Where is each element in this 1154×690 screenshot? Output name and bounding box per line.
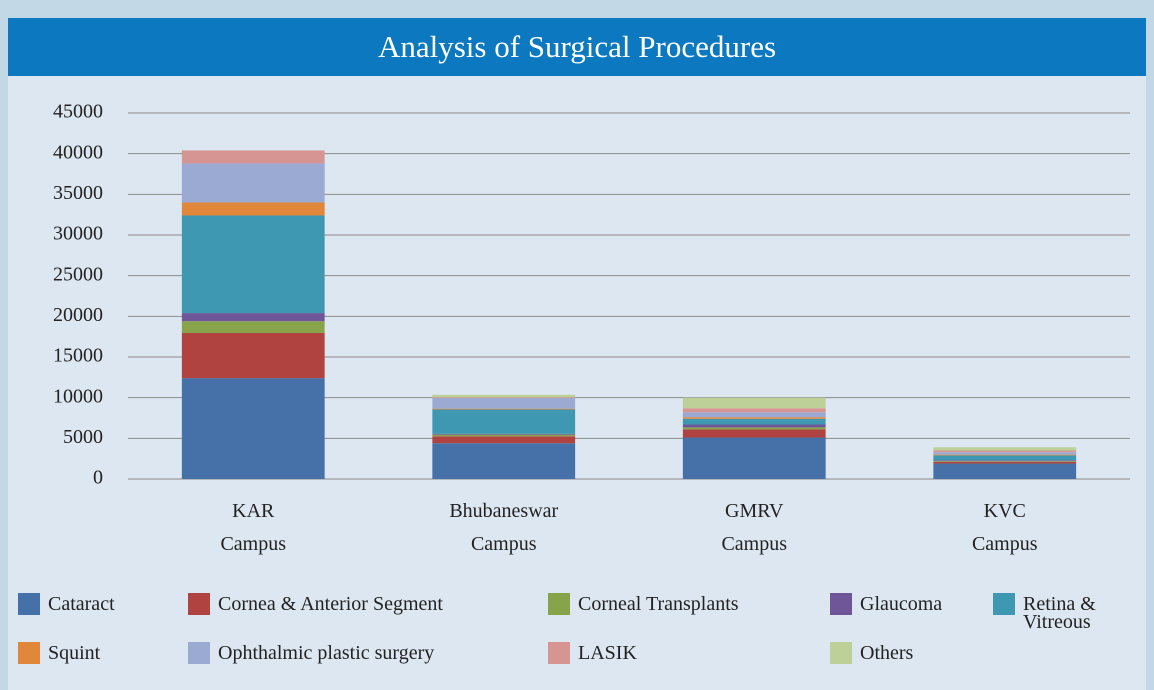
x-tick-label: KAR Campus <box>220 500 286 555</box>
legend-label: Glaucoma <box>860 593 943 615</box>
bar-segment <box>682 424 826 428</box>
bar-segment <box>682 408 826 413</box>
y-tick-label: 20000 <box>53 304 103 326</box>
y-tick-label: 35000 <box>53 182 103 204</box>
bar-segment <box>682 397 826 409</box>
y-tick-label: 40000 <box>53 141 103 163</box>
bar-segment <box>682 437 826 479</box>
legend-swatch <box>188 642 210 664</box>
legend-item: Retina & Vitreous <box>993 593 1128 633</box>
bar-segment <box>181 313 325 322</box>
legend-label: LASIK <box>578 642 637 664</box>
legend-label: Cornea & Anterior Segment <box>218 593 443 615</box>
title-bar: Analysis of Surgical Procedures <box>8 18 1146 76</box>
legend-item: Cataract <box>18 593 115 615</box>
legend-item: Corneal Transplants <box>548 593 739 615</box>
bar-segment <box>181 378 325 479</box>
legend-swatch <box>830 642 852 664</box>
bar-segment <box>181 215 325 314</box>
x-tick-label: KVC Campus <box>972 500 1038 555</box>
bar-segment <box>682 429 826 438</box>
y-tick-label: 0 <box>93 467 103 489</box>
legend-label: Retina & Vitreous <box>1023 593 1096 633</box>
legend-swatch <box>830 593 852 615</box>
bar-segment <box>432 408 576 410</box>
bar-segment <box>933 450 1077 453</box>
bar-segment <box>181 163 325 203</box>
bar-segment <box>432 433 576 435</box>
legend-item: Squint <box>18 642 100 664</box>
bar-segment <box>682 417 826 419</box>
bar-segment <box>181 202 325 216</box>
bar-segment <box>933 454 1077 456</box>
bar-segment <box>181 333 325 379</box>
bar-segment <box>682 418 826 425</box>
legend-swatch <box>548 593 570 615</box>
bar-segment <box>682 427 826 430</box>
y-tick-label: 10000 <box>53 385 103 407</box>
bar-segment <box>933 461 1077 462</box>
bar-segment <box>933 460 1077 462</box>
bar-segment <box>432 394 576 398</box>
legend-swatch <box>993 593 1015 615</box>
legend-label: Corneal Transplants <box>578 593 739 615</box>
bar-segment <box>432 434 576 437</box>
bar-segment <box>181 321 325 334</box>
bar-segment <box>432 409 576 434</box>
y-tick-label: 15000 <box>53 345 103 367</box>
legend-label: Others <box>860 642 914 664</box>
bar-segment <box>933 455 1077 461</box>
bar-segment <box>181 150 325 164</box>
legend-item: Ophthalmic plastic surgery <box>188 642 434 664</box>
y-tick-label: 45000 <box>53 101 103 123</box>
bar-segment <box>432 398 576 409</box>
legend-swatch <box>18 642 40 664</box>
chart-title: Analysis of Surgical Procedures <box>377 29 777 64</box>
x-tick-label: GMRV Campus <box>721 500 787 555</box>
y-tick-label: 30000 <box>53 223 103 245</box>
legend-label: Cataract <box>48 593 115 615</box>
y-tick-label: 5000 <box>63 426 103 448</box>
legend-item: Cornea & Anterior Segment <box>188 593 443 615</box>
legend-label: Squint <box>48 642 101 664</box>
bar-segment <box>933 463 1077 479</box>
bar-segment <box>933 452 1077 455</box>
bar-segment <box>432 443 576 479</box>
legend-item: LASIK <box>548 642 637 664</box>
legend-item: Glaucoma <box>830 593 942 615</box>
legend-label: Ophthalmic plastic surgery <box>218 642 435 664</box>
bar-segment <box>933 447 1077 451</box>
bar-segment <box>682 412 826 418</box>
x-tick-label: Bhubaneswar Campus <box>449 500 558 555</box>
bar-segment <box>933 461 1077 464</box>
legend-item: Others <box>830 642 913 664</box>
legend-swatch <box>548 642 570 664</box>
y-tick-label: 25000 <box>53 263 103 285</box>
bar-segment <box>432 397 576 399</box>
bar-segment <box>432 436 576 444</box>
legend-swatch <box>188 593 210 615</box>
legend-swatch <box>18 593 40 615</box>
